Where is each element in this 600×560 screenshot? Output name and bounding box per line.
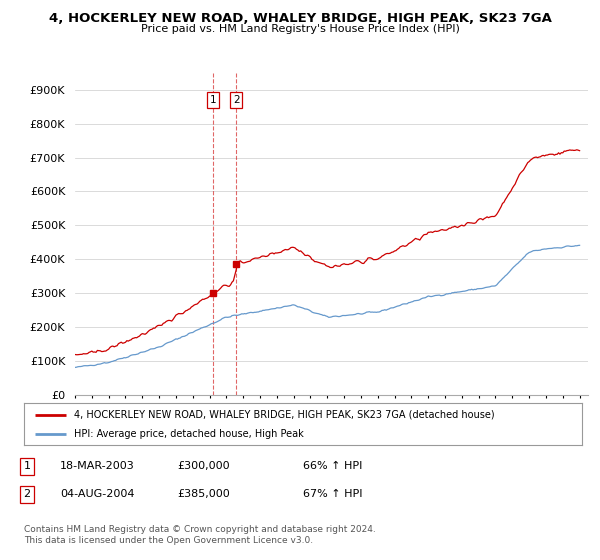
- Text: HPI: Average price, detached house, High Peak: HPI: Average price, detached house, High…: [74, 429, 304, 439]
- Text: 2: 2: [23, 489, 31, 500]
- Text: Contains HM Land Registry data © Crown copyright and database right 2024.
This d: Contains HM Land Registry data © Crown c…: [24, 525, 376, 545]
- Text: £300,000: £300,000: [177, 461, 230, 472]
- Text: 66% ↑ HPI: 66% ↑ HPI: [303, 461, 362, 472]
- Text: Price paid vs. HM Land Registry's House Price Index (HPI): Price paid vs. HM Land Registry's House …: [140, 24, 460, 34]
- Text: 4, HOCKERLEY NEW ROAD, WHALEY BRIDGE, HIGH PEAK, SK23 7GA: 4, HOCKERLEY NEW ROAD, WHALEY BRIDGE, HI…: [49, 12, 551, 25]
- Text: 1: 1: [23, 461, 31, 472]
- Text: 1: 1: [210, 95, 217, 105]
- Text: 2: 2: [233, 95, 239, 105]
- Text: 04-AUG-2004: 04-AUG-2004: [60, 489, 134, 500]
- Text: 18-MAR-2003: 18-MAR-2003: [60, 461, 135, 472]
- Text: 67% ↑ HPI: 67% ↑ HPI: [303, 489, 362, 500]
- Text: 4, HOCKERLEY NEW ROAD, WHALEY BRIDGE, HIGH PEAK, SK23 7GA (detached house): 4, HOCKERLEY NEW ROAD, WHALEY BRIDGE, HI…: [74, 409, 495, 419]
- Text: £385,000: £385,000: [177, 489, 230, 500]
